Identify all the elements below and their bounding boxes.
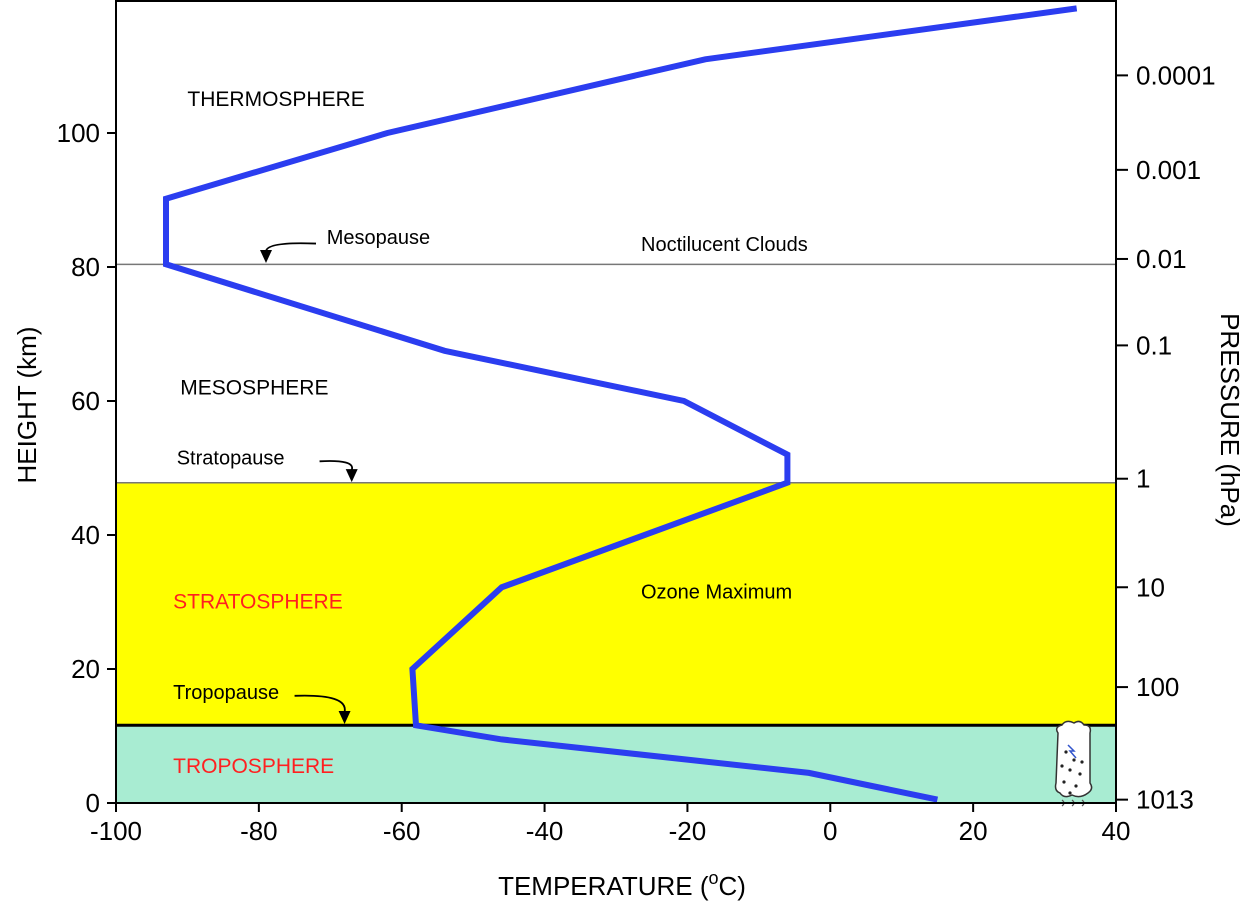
temperature-series — [163, 5, 1078, 803]
callout-arrow — [319, 460, 353, 471]
pressure-tick-label: 0.001 — [1136, 155, 1201, 185]
x-tick-label: -20 — [669, 816, 707, 846]
y-tick-label: 80 — [71, 252, 100, 282]
x-axis-title: TEMPERATURE (oC) — [498, 868, 746, 901]
x-tick-label: 0 — [823, 816, 837, 846]
cloud-dot-7 — [1080, 760, 1084, 764]
x-tick-label: -80 — [240, 816, 278, 846]
annotations: Mesopause Stratopause Tropopause Noctilucen… — [173, 227, 808, 724]
pressure-tick-label: 1 — [1136, 464, 1150, 494]
callout-arrow — [265, 242, 317, 252]
layer-label-stratosphere: STRATOSPHERE — [173, 591, 343, 614]
y-tick-label: 100 — [57, 118, 100, 148]
layer-label-mesosphere: MESOSPHERE — [180, 376, 328, 399]
cloud-dot-5 — [1074, 784, 1078, 788]
arrow-head-icon — [260, 249, 272, 263]
x-tick-label: -100 — [90, 816, 142, 846]
layer-label-troposphere: TROPOSPHERE — [173, 755, 334, 778]
y-tick-label: 40 — [71, 520, 100, 550]
pressure-tick-label: 1013 — [1136, 785, 1194, 815]
x-tick-label: 40 — [1102, 816, 1131, 846]
y-tick-label: 60 — [71, 386, 100, 416]
pressure-tick-label: 0.1 — [1136, 330, 1172, 360]
layer-bands — [116, 482, 1116, 803]
band-1 — [116, 482, 1116, 726]
y-axis-ticks: 0 20 40 60 80 100 — [57, 118, 116, 818]
series-line-0 — [163, 5, 1078, 803]
arrow-head-icon — [345, 469, 358, 483]
cloud-dot-4 — [1062, 780, 1066, 784]
pressure-axis-title: PRESSURE (hPa) — [1215, 313, 1245, 527]
x-tick-label: -60 — [383, 816, 421, 846]
y-tick-label: 20 — [71, 654, 100, 684]
cloud-dot-2 — [1068, 768, 1072, 772]
x-axis-ticks: -100 -80 -60 -40 -20 0 20 40 — [90, 803, 1130, 846]
cloud-dot-0 — [1064, 750, 1068, 754]
callout-arrow — [294, 694, 346, 713]
annotation-label: Stratopause — [177, 448, 285, 470]
x-tick-label: -40 — [526, 816, 564, 846]
band-0 — [116, 725, 1116, 803]
x-tick-label: 20 — [959, 816, 988, 846]
arrow-head-icon — [338, 710, 351, 724]
annotation-label: Noctilucent Clouds — [641, 234, 808, 256]
pressure-tick-label: 0.0001 — [1136, 60, 1216, 90]
layer-label-thermosphere: THERMOSPHERE — [187, 88, 364, 111]
annotation-label: Ozone Maximum — [641, 582, 792, 604]
pressure-axis-ticks: 0.0001 0.001 0.01 0.1 1 10 100 1013 — [1116, 60, 1216, 815]
annotation-label: Mesopause — [327, 227, 430, 249]
cloud-dot-3 — [1078, 772, 1082, 776]
boundary-lines — [116, 263, 1116, 727]
lightning-icon — [1067, 744, 1077, 759]
cloud-dot-1 — [1072, 758, 1076, 762]
pressure-tick-label: 10 — [1136, 572, 1165, 602]
storm-cloud-icon — [1054, 720, 1093, 807]
y-tick-label: 0 — [86, 788, 100, 818]
y-axis-title: HEIGHT (km) — [12, 327, 42, 484]
pressure-tick-label: 0.01 — [1136, 244, 1187, 274]
pressure-tick-label: 100 — [1136, 672, 1179, 702]
annotation-label: Tropopause — [173, 682, 279, 704]
layer-labels: THERMOSPHERE MESOSPHERE STRATOSPHERE TROPOS… — [173, 88, 365, 778]
cloud-dot-8 — [1060, 764, 1064, 768]
cloud-dot-6 — [1068, 791, 1072, 795]
